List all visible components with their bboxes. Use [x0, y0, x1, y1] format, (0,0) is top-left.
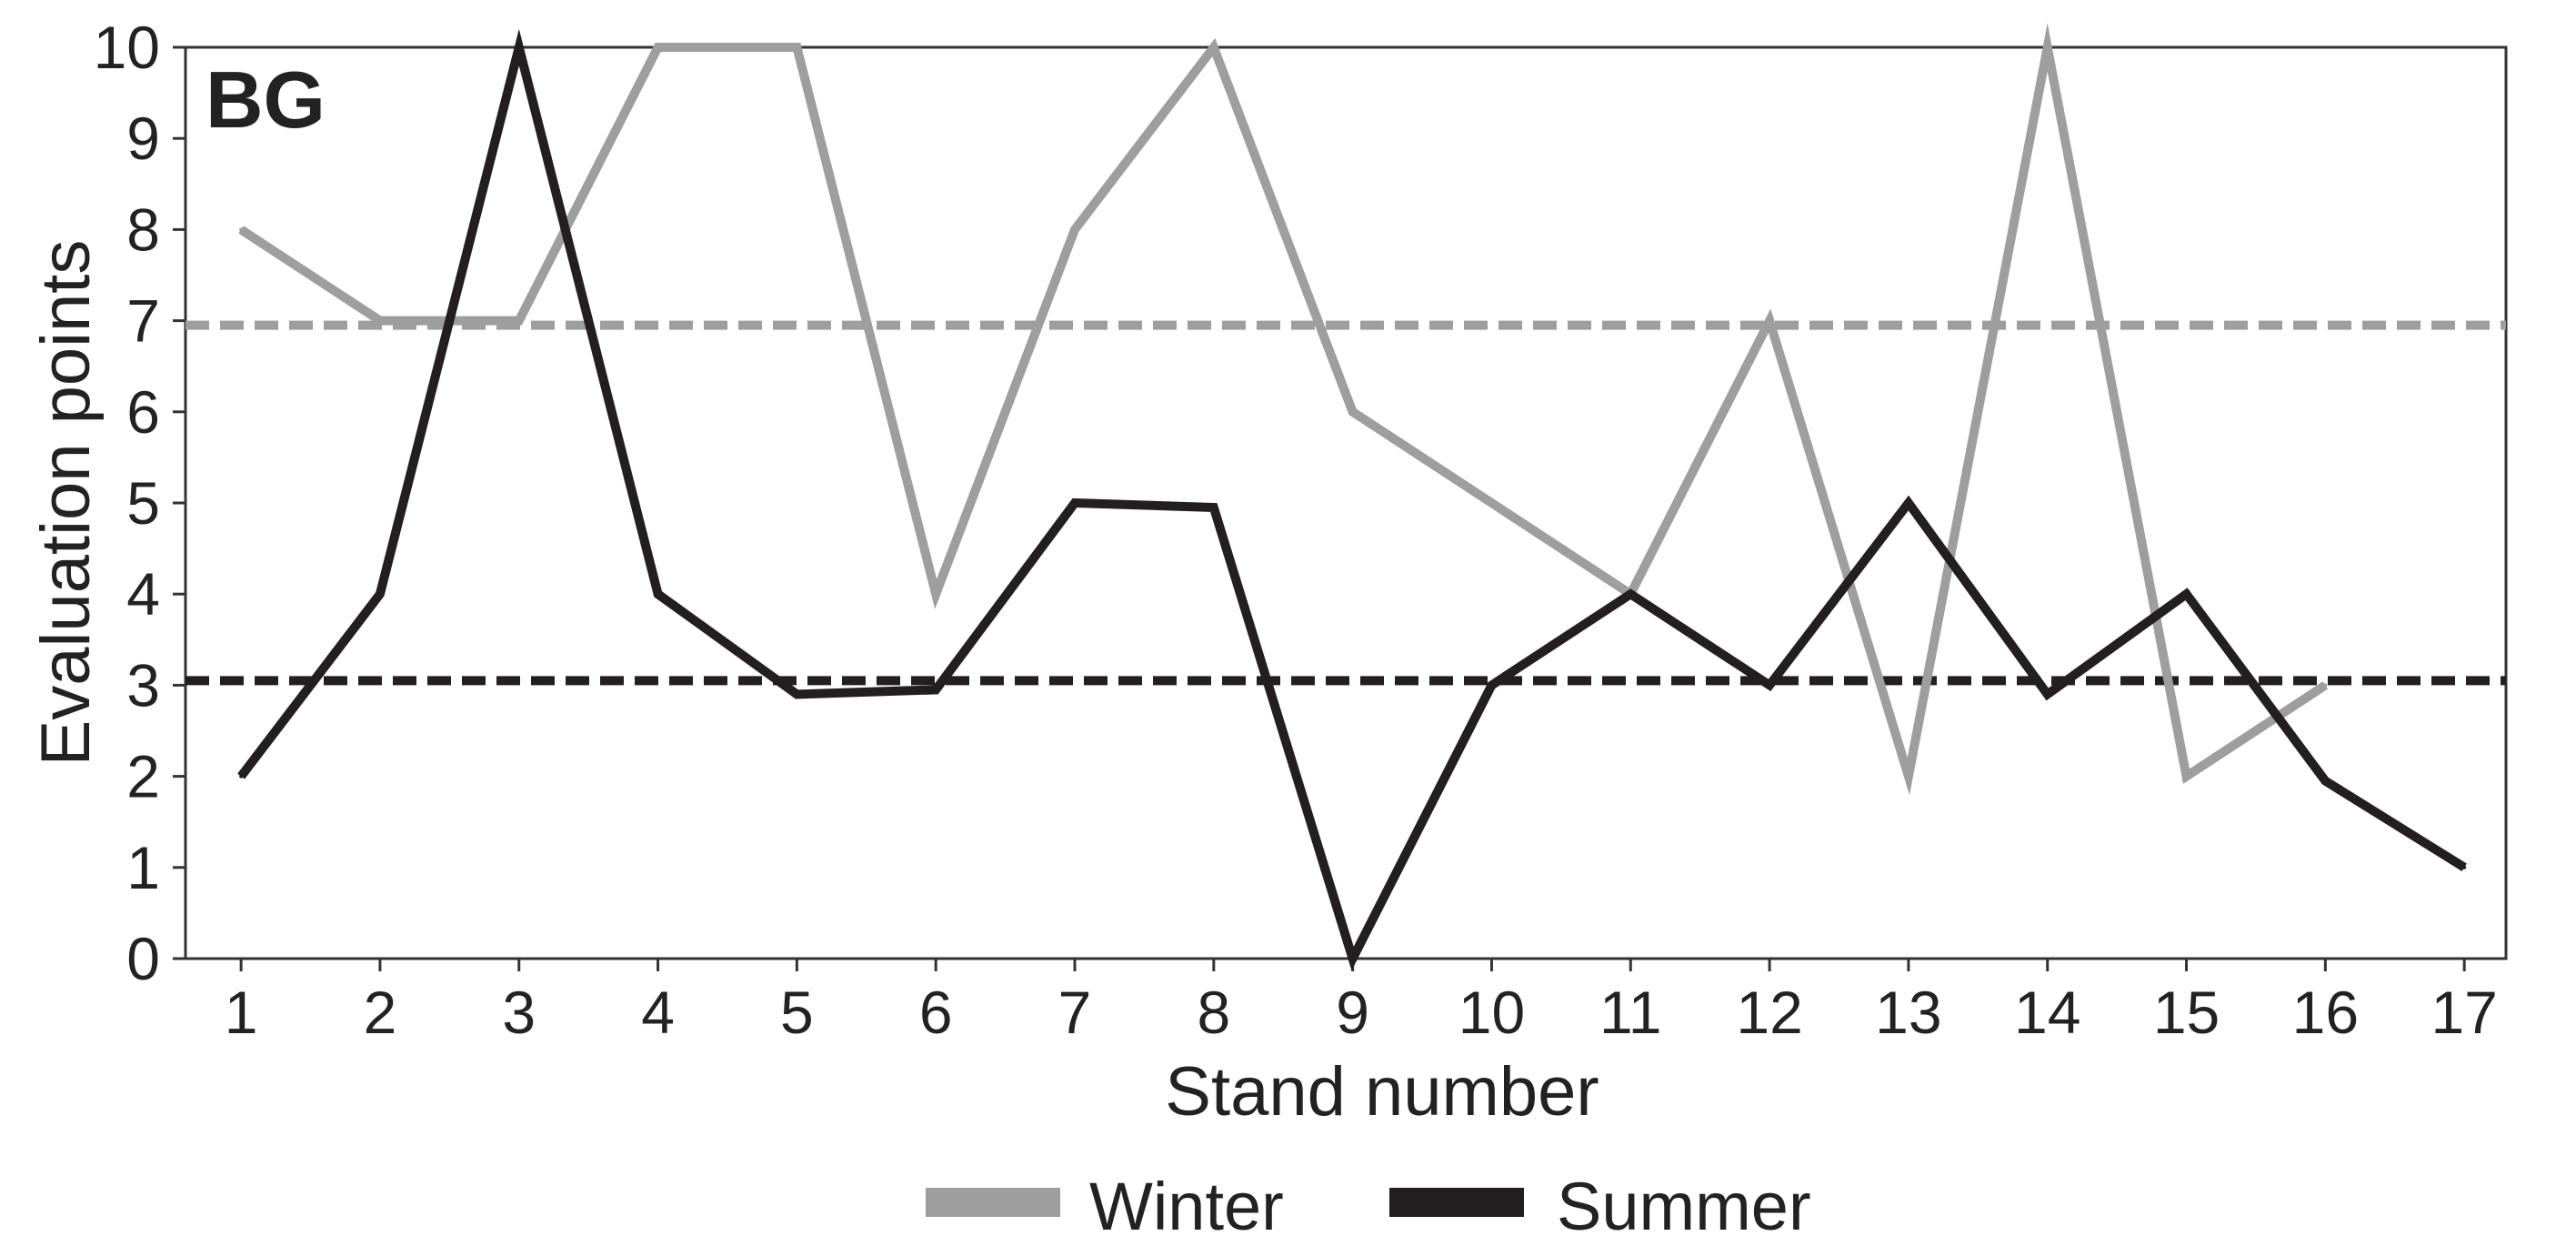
- data-point-winter: [1350, 409, 1355, 414]
- data-point-summer: [2462, 865, 2467, 869]
- x-tick-label: 5: [780, 979, 814, 1046]
- x-tick-label: 11: [1599, 979, 1662, 1046]
- y-tick-label: 2: [126, 743, 160, 810]
- data-point-winter: [656, 45, 660, 49]
- data-point-winter: [1768, 318, 1772, 323]
- data-point-winter: [377, 318, 382, 323]
- x-tick-label: 17: [2431, 979, 2497, 1046]
- x-tick-label: 3: [502, 979, 536, 1046]
- y-tick-label: 8: [126, 196, 160, 263]
- x-axis-ticks: 1 2 3 4 5 6 7 8 9 10 11 12 13 14 15 16 17: [225, 959, 2498, 1046]
- x-tick-label: 13: [1875, 979, 1941, 1046]
- x-tick-label: 6: [919, 979, 953, 1046]
- data-point-winter: [1489, 501, 1494, 505]
- plot-frame: [184, 45, 2508, 960]
- y-tick-label: 9: [126, 105, 160, 172]
- legend-swatch-winter: [926, 1188, 1060, 1217]
- y-tick-label: 0: [126, 925, 160, 992]
- series-lines: [237, 23, 2467, 971]
- data-point-winter: [1211, 45, 1216, 49]
- legend-label-winter: Winter: [1089, 1169, 1284, 1244]
- x-tick-label: 4: [641, 979, 675, 1046]
- data-point-summer: [516, 45, 521, 49]
- data-point-summer: [1350, 957, 1355, 960]
- data-point-winter: [795, 45, 799, 49]
- data-point-winter: [2184, 774, 2189, 779]
- x-tick-label: 14: [2014, 979, 2080, 1046]
- data-point-summer: [377, 592, 382, 597]
- data-point-winter: [1073, 227, 1078, 232]
- mean-lines: [185, 320, 2506, 686]
- data-point-summer: [1629, 592, 1633, 597]
- x-tick-label: 16: [2292, 979, 2359, 1046]
- data-point-winter: [516, 318, 521, 323]
- series-line-winter: [238, 23, 2329, 796]
- panel-label: BG: [205, 55, 326, 145]
- data-point-summer: [1906, 501, 1910, 505]
- data-point-winter: [934, 592, 938, 597]
- data-point-summer: [239, 774, 244, 779]
- data-point-summer: [1768, 683, 1772, 688]
- x-tick-label: 10: [1458, 979, 1525, 1046]
- x-axis-title: Stand number: [1165, 1053, 1599, 1130]
- legend: Winter Summer: [926, 1169, 1811, 1244]
- data-point-summer: [934, 688, 938, 692]
- x-tick-label: 8: [1197, 979, 1230, 1046]
- x-tick-label: 12: [1736, 979, 1802, 1046]
- data-point-summer: [656, 592, 660, 597]
- x-tick-label: 7: [1058, 979, 1092, 1046]
- y-tick-label: 10: [94, 14, 160, 81]
- data-point-summer: [795, 692, 799, 697]
- y-tick-label: 7: [126, 287, 160, 355]
- data-point-summer: [2323, 779, 2328, 783]
- x-tick-label: 9: [1336, 979, 1369, 1046]
- x-tick-label: 15: [2153, 979, 2220, 1046]
- data-point-winter: [1906, 774, 1910, 779]
- legend-swatch-summer: [1389, 1188, 1524, 1217]
- data-point-summer: [1073, 501, 1078, 505]
- data-point-summer: [1211, 506, 1216, 510]
- x-tick-label: 2: [364, 979, 397, 1046]
- y-tick-label: 5: [126, 469, 160, 537]
- y-tick-label: 1: [126, 834, 160, 901]
- y-axis-title: Evaluation points: [27, 240, 105, 767]
- legend-label-summer: Summer: [1557, 1169, 1811, 1244]
- data-point-summer: [1489, 683, 1494, 688]
- data-point-winter: [239, 227, 244, 232]
- data-point-summer: [2184, 592, 2189, 597]
- data-point-winter: [2323, 683, 2328, 688]
- y-tick-label: 4: [126, 560, 160, 628]
- y-tick-label: 3: [126, 651, 160, 718]
- data-point-winter: [2045, 45, 2050, 49]
- y-tick-label: 6: [126, 378, 160, 446]
- data-point-summer: [2045, 692, 2050, 697]
- y-axis-ticks: 0 1 2 3 4 5 6 7 8 9 10: [94, 14, 185, 992]
- x-tick-label: 1: [225, 979, 258, 1046]
